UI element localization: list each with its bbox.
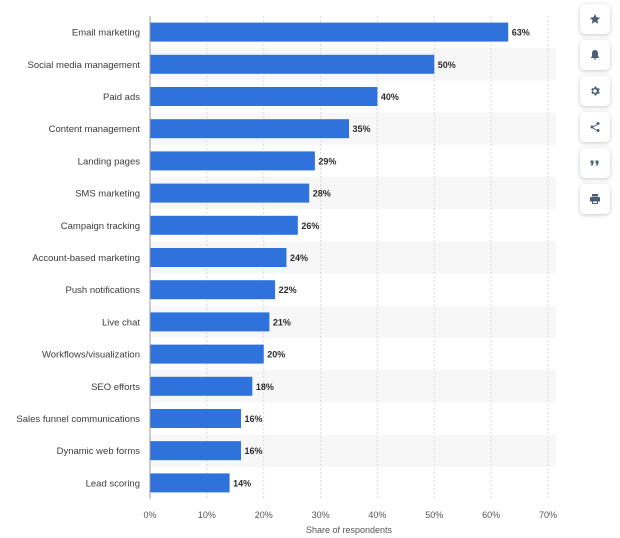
x-tick-label: 20% (255, 510, 273, 520)
x-tick-label: 70% (539, 510, 557, 520)
gear-icon (591, 86, 600, 96)
value-label: 16% (244, 414, 262, 424)
bar[interactable] (150, 280, 276, 300)
cite-button[interactable] (580, 148, 610, 178)
x-tick-label: 60% (482, 510, 500, 520)
bar[interactable] (150, 248, 287, 267)
notification-button[interactable] (580, 40, 610, 70)
bar[interactable] (150, 473, 230, 493)
value-labels: 63% 50% 40% 35% 29% 28% 26% 24% 22% 21% 20% 18% 16% 1… (233, 28, 530, 489)
value-label: 50% (438, 60, 456, 70)
value-label: 63% (512, 28, 530, 38)
category-label: Lead scoring (86, 478, 140, 489)
x-tick-label: 30% (312, 510, 330, 520)
category-label: SMS marketing (75, 189, 140, 200)
value-label: 20% (267, 350, 285, 360)
print-button[interactable] (580, 184, 610, 214)
bar[interactable] (150, 87, 378, 106)
bar[interactable] (150, 151, 315, 171)
x-tick-labels: 0% 10% 20% 30% 40% 50% 60% 70% (143, 510, 557, 520)
bar-chart: Email marketing Social media management Pa… (16, 16, 557, 535)
value-label: 28% (313, 189, 331, 199)
value-label: 29% (318, 156, 336, 166)
value-label: 16% (244, 446, 262, 456)
bell-icon (591, 50, 599, 60)
value-label: 22% (279, 285, 297, 295)
value-label: 26% (301, 221, 319, 231)
bar[interactable] (150, 22, 509, 42)
bar[interactable] (150, 215, 298, 235)
category-label: Dynamic web forms (57, 446, 141, 457)
category-label: Live chat (102, 317, 140, 328)
value-label: 24% (290, 253, 308, 263)
share-button[interactable] (580, 112, 610, 142)
bar[interactable] (150, 376, 253, 396)
bar[interactable] (150, 409, 241, 428)
value-label: 40% (381, 92, 399, 102)
star-icon (589, 14, 601, 24)
bar[interactable] (150, 183, 310, 203)
chart-toolbar (580, 4, 610, 220)
category-label: Landing pages (78, 156, 141, 167)
value-label: 21% (273, 317, 291, 327)
category-label: Paid ads (103, 92, 140, 103)
bar[interactable] (150, 441, 241, 461)
x-tick-label: 40% (368, 510, 386, 520)
quote-icon (590, 160, 599, 166)
value-label: 18% (256, 382, 274, 392)
category-label: SEO efforts (91, 382, 140, 393)
category-label: Email marketing (72, 28, 140, 39)
x-tick-label: 10% (198, 510, 216, 520)
print-icon (590, 194, 600, 204)
value-label: 35% (353, 124, 371, 134)
value-label: 14% (233, 478, 251, 488)
bar[interactable] (150, 344, 264, 364)
bar[interactable] (150, 312, 270, 332)
category-label: Account-based marketing (32, 253, 140, 264)
category-label: Workflows/visualization (42, 350, 140, 361)
category-label: Push notifications (66, 285, 141, 296)
x-axis-title: Share of respondents (306, 525, 393, 535)
bars (150, 22, 509, 493)
category-label: Content management (49, 124, 141, 135)
category-labels: Email marketing Social media management Pa… (16, 28, 140, 490)
category-label: Campaign tracking (61, 221, 140, 232)
bar[interactable] (150, 119, 349, 139)
x-tick-label: 0% (143, 510, 156, 520)
x-tick-label: 50% (425, 510, 443, 520)
favorite-button[interactable] (580, 4, 610, 34)
bar[interactable] (150, 54, 435, 74)
category-label: Sales funnel communications (16, 414, 140, 425)
settings-button[interactable] (580, 76, 610, 106)
category-label: Social media management (28, 60, 141, 71)
share-icon (590, 122, 600, 132)
